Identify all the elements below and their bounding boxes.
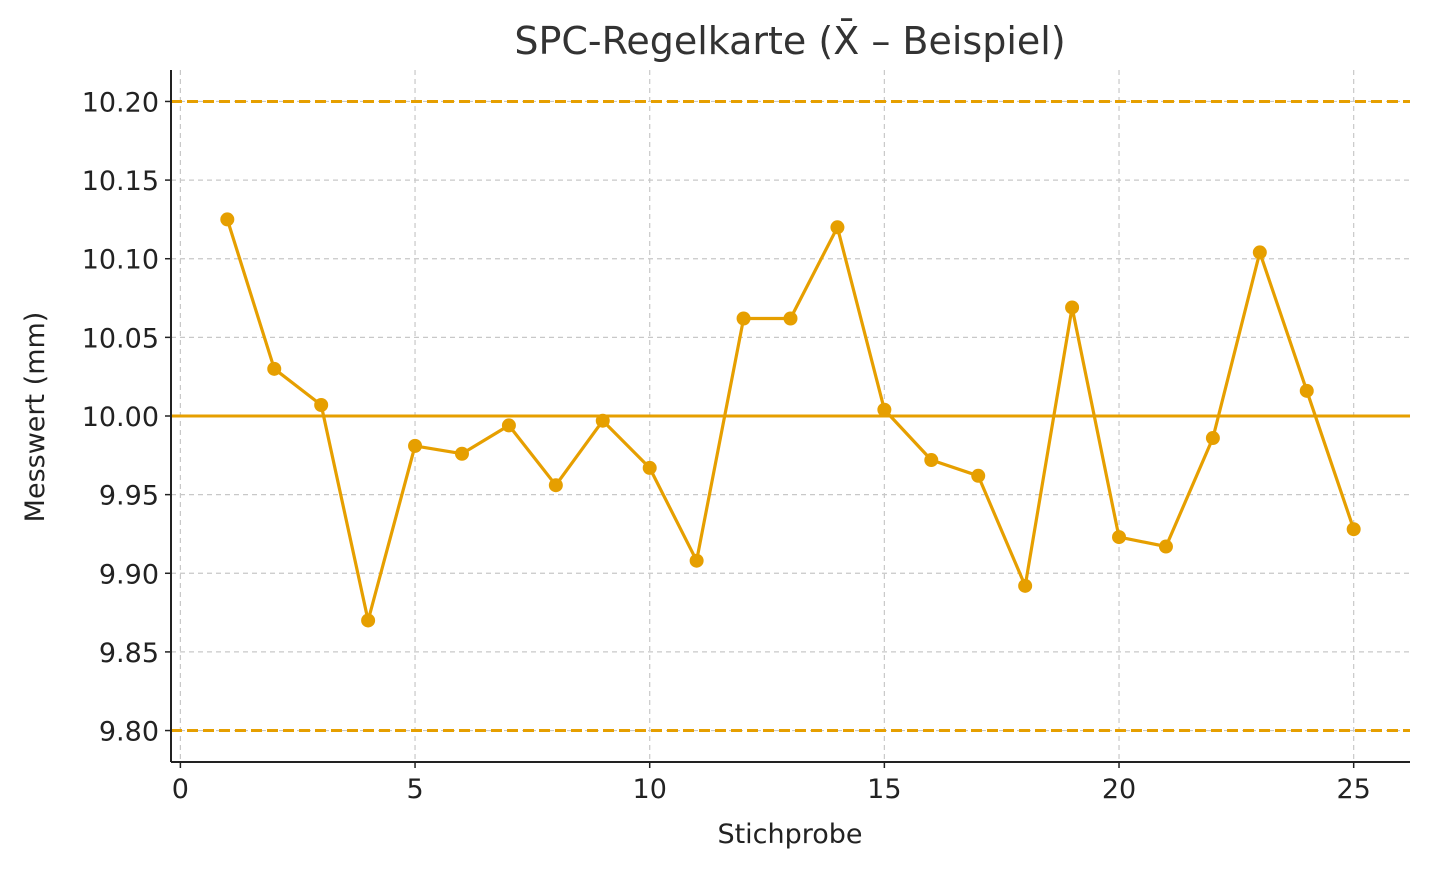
data-point-2 [267,361,282,376]
data-point-20 [1112,530,1127,545]
data-point-3 [314,397,329,412]
x-tick-label-25: 25 [1337,774,1371,805]
data-point-4 [361,613,376,628]
data-point-15 [877,402,892,417]
data-point-24 [1299,383,1314,398]
series-line [225,218,1356,623]
x-tick-label-15: 15 [867,774,901,805]
control-limits [171,99,1410,733]
x-tick-label-10: 10 [633,774,667,805]
chart-title: SPC-Regelkarte (X̄ – Beispiel) [514,19,1065,63]
data-point-12 [736,311,751,326]
data-point-8 [548,478,563,493]
data-point-11 [689,553,704,568]
data-point-23 [1252,245,1267,260]
y-tick-label-10.00: 10.00 [82,402,159,433]
y-tick-label-9.95: 9.95 [99,481,159,512]
y-tick-label-10.20: 10.20 [82,87,159,118]
data-point-22 [1205,431,1220,446]
data-point-6 [454,446,469,461]
y-tick-label-10.05: 10.05 [82,323,159,354]
data-point-21 [1158,539,1173,554]
x-tick-label-5: 5 [406,774,423,805]
data-point-25 [1346,522,1361,537]
data-point-9 [595,413,610,428]
y-tick-label-9.80: 9.80 [99,717,159,748]
y-tick-label-10.15: 10.15 [82,166,159,197]
data-point-17 [971,468,986,483]
x-tick-label-0: 0 [172,774,189,805]
axes: 0 5 10 15 20 25 9.80 9.85 9.90 9.95 10.00 10.05 10.1… [82,70,1410,805]
data-point-16 [924,453,939,468]
data-point-5 [408,438,423,453]
y-axis-label: Messwert (mm) [20,312,51,523]
y-tick-label-10.10: 10.10 [82,245,159,276]
data-point-13 [783,311,798,326]
x-axis-label: Stichprobe [717,819,862,850]
series-messwert [220,212,1361,628]
data-point-7 [501,418,516,433]
y-tick-label-9.85: 9.85 [99,638,159,669]
y-tick-label-9.90: 9.90 [99,559,159,590]
data-point-1 [220,212,235,227]
data-point-14 [830,220,845,235]
data-point-10 [642,460,657,475]
data-point-18 [1018,578,1033,593]
x-tick-label-20: 20 [1102,774,1136,805]
data-point-19 [1065,300,1080,315]
